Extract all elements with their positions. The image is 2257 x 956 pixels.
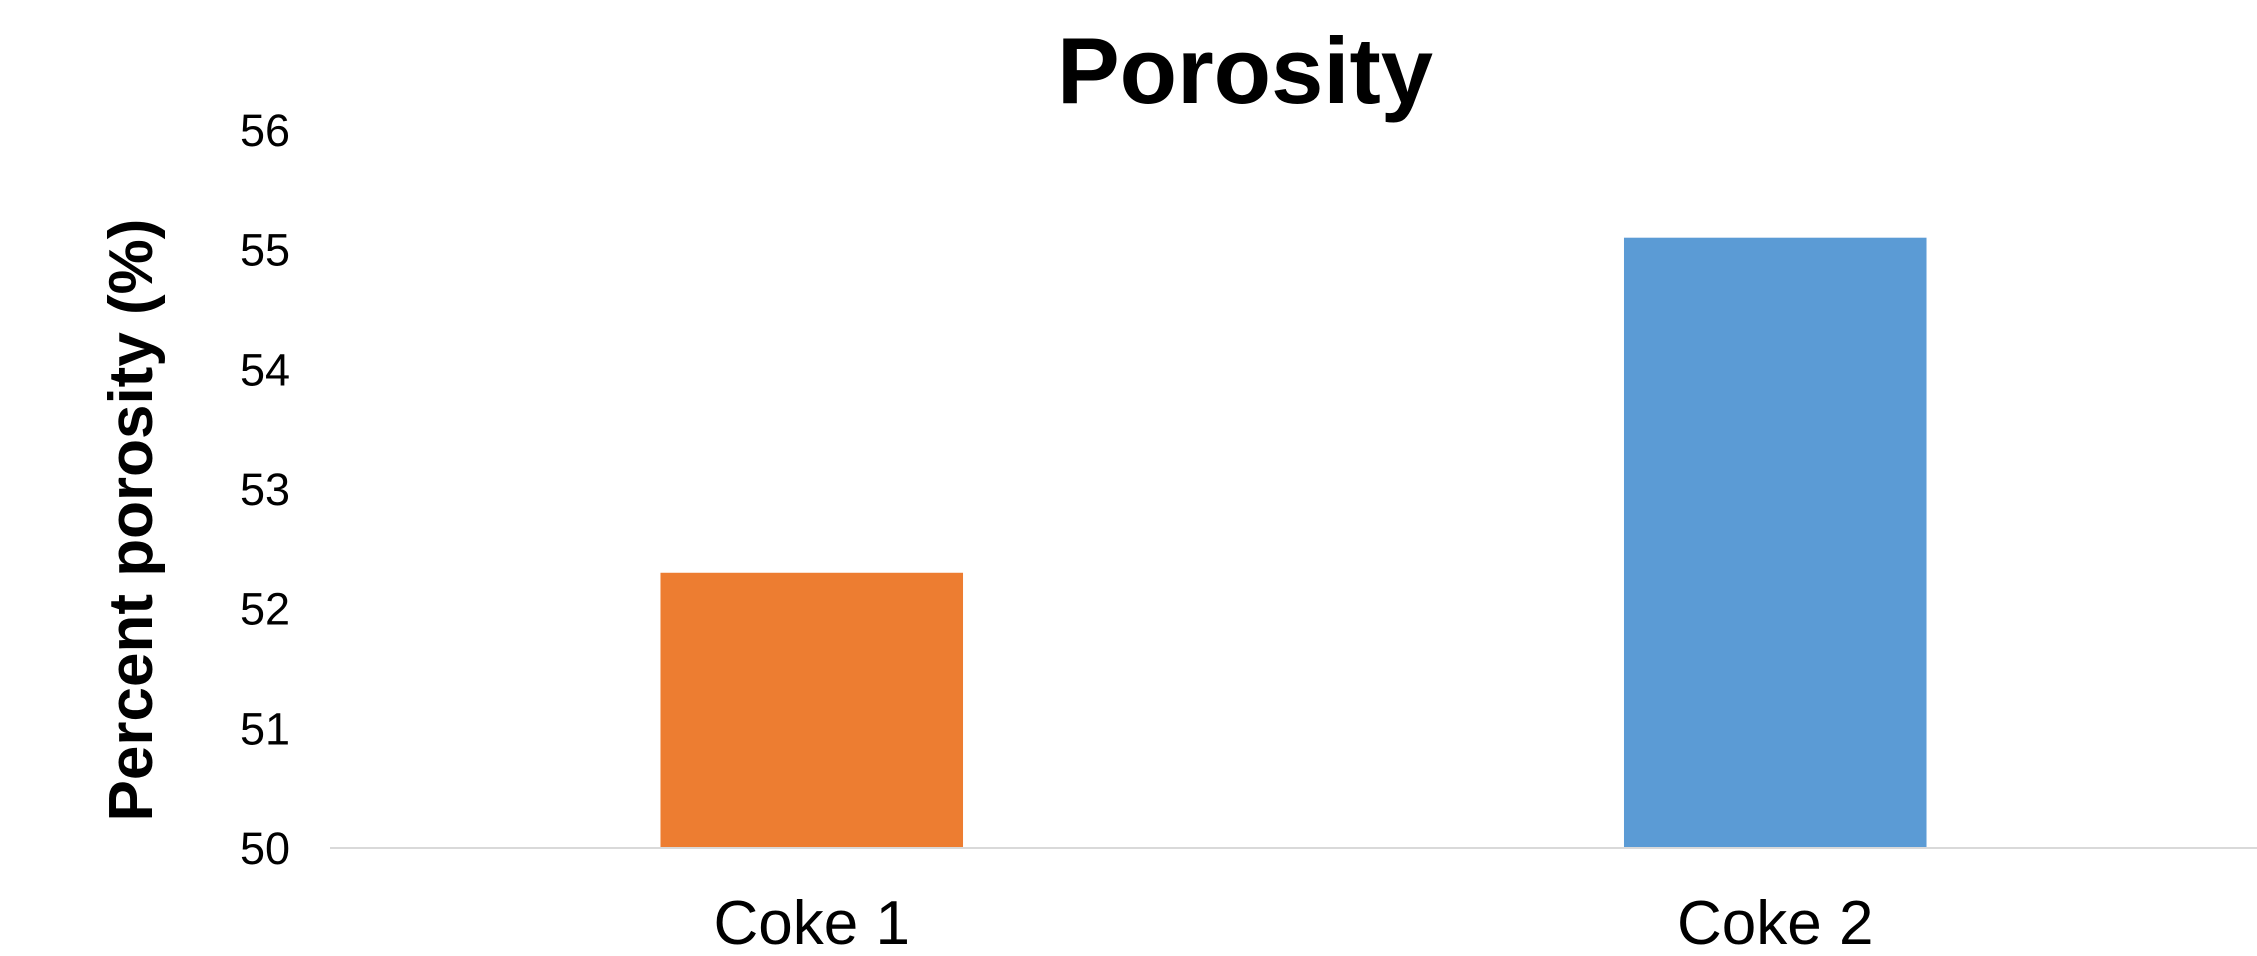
y-tick-label: 54: [240, 344, 290, 395]
y-tick-label: 50: [240, 823, 290, 874]
bar-coke-2: [1624, 238, 1927, 848]
y-tick-label: 53: [240, 464, 290, 515]
x-axis-ticks: Coke 1 Coke 2: [714, 889, 1874, 956]
y-tick-label: 55: [240, 225, 290, 276]
bars: [660, 238, 1926, 848]
y-axis-ticks: 50 51 52 53 54 55 56: [240, 105, 290, 874]
chart-title: Porosity: [1057, 18, 1433, 123]
y-tick-label: 52: [240, 584, 290, 635]
bar-coke-1: [660, 573, 963, 848]
x-tick-label: Coke 1: [714, 889, 910, 956]
y-tick-label: 51: [240, 703, 290, 754]
y-axis-label: Percent porosity (%): [97, 219, 166, 822]
y-tick-label: 56: [240, 105, 290, 156]
x-tick-label: Coke 2: [1677, 889, 1873, 956]
